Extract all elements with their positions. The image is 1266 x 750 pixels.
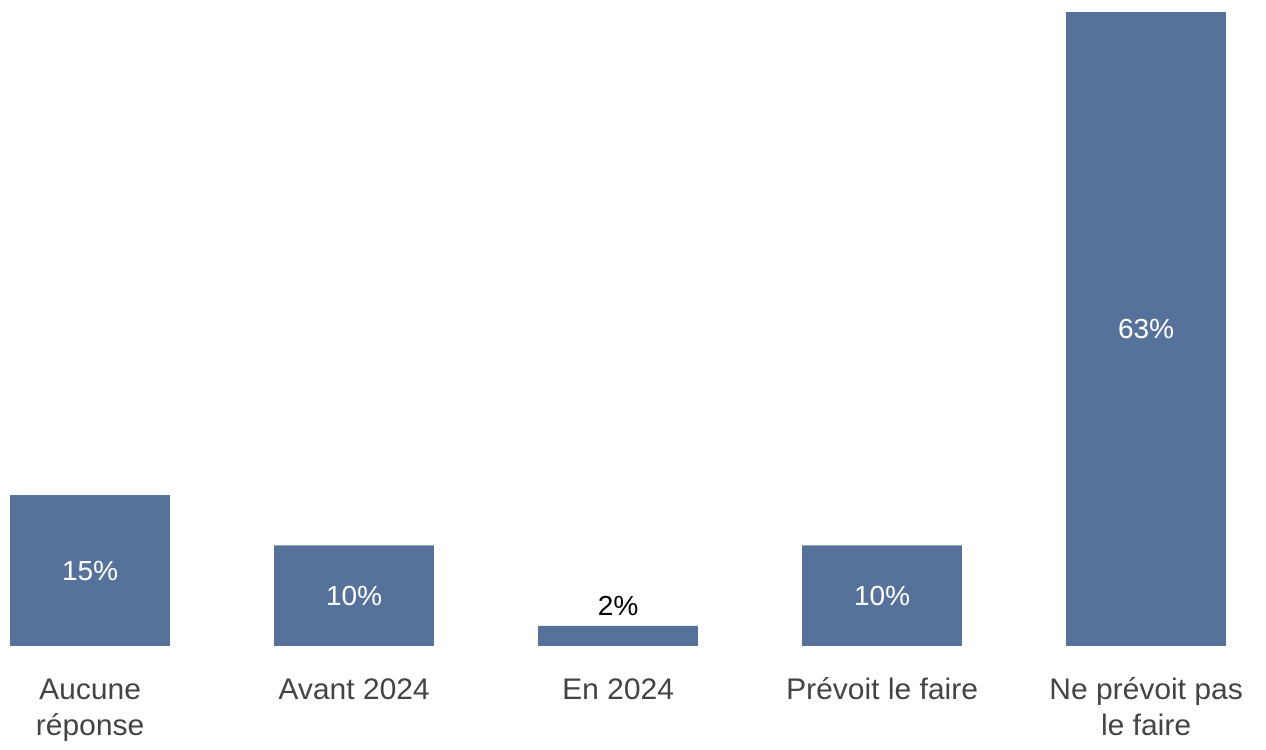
bar bbox=[10, 495, 170, 646]
value-label: 10% bbox=[325, 579, 383, 611]
bar bbox=[802, 545, 962, 646]
x-tick-label: En 2024 bbox=[562, 673, 674, 706]
value-label: 15% bbox=[61, 554, 119, 586]
value-label: 63% bbox=[1117, 313, 1175, 344]
x-tick-label: Aucune réponse bbox=[35, 673, 145, 742]
x-tick-label: Avant 2024 bbox=[278, 673, 430, 706]
value-label: 10% bbox=[853, 579, 911, 611]
value-label: 2% bbox=[597, 589, 639, 621]
bar bbox=[1066, 12, 1226, 646]
bar bbox=[274, 545, 434, 646]
x-tick-label: Ne prévoit pas le faire bbox=[1049, 673, 1243, 742]
bar bbox=[538, 625, 698, 646]
x-tick-label: Prévoit le faire bbox=[786, 673, 978, 706]
